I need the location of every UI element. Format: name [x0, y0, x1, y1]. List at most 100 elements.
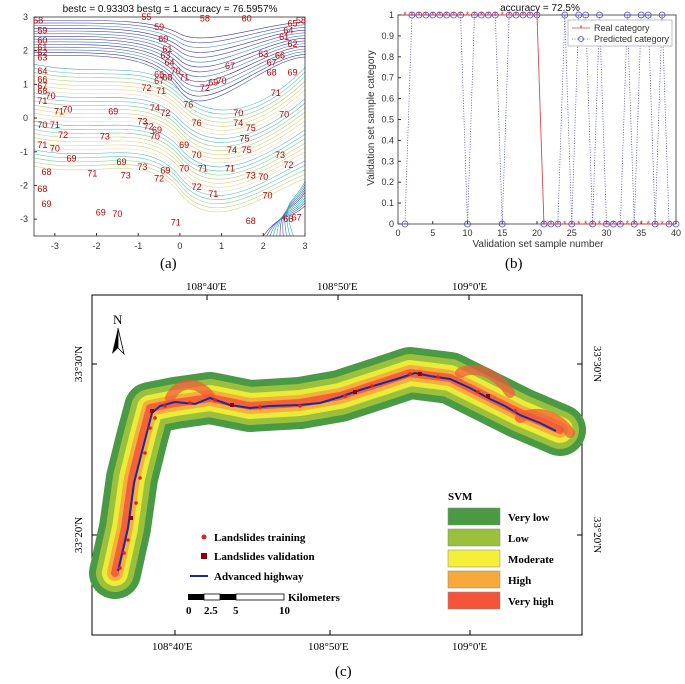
- contour-line: [33, 133, 306, 180]
- contour-level-label: 69: [179, 140, 189, 150]
- contour-level-label: 70: [179, 164, 189, 174]
- contour-level-label: 70: [279, 110, 289, 120]
- x-tick-label: -2: [93, 241, 101, 251]
- contour-level-label: 72: [192, 182, 202, 192]
- real-point: *: [521, 10, 525, 20]
- susceptibility-map: 108°40'E 108°50'E 109°0'E 108°40'E 108°5…: [73, 281, 603, 653]
- predicted-point: [505, 11, 513, 19]
- x-tick-label: 15: [497, 228, 507, 238]
- y-tick-label: -3: [20, 214, 28, 224]
- legend-predicted-marker: [578, 36, 584, 42]
- training-point: [298, 404, 302, 408]
- svm-class-swatch: [447, 591, 501, 610]
- predicted-point: [533, 11, 541, 19]
- predicted-point: [436, 11, 444, 19]
- predicted-point: [672, 220, 680, 228]
- x-tick-label: 10: [462, 228, 472, 238]
- svm-legend-title: SVM: [448, 491, 473, 503]
- contour-line: [33, 52, 306, 97]
- contour-line: [33, 100, 306, 147]
- svm-class-swatch: [447, 570, 501, 589]
- contour-line: [33, 116, 306, 164]
- predicted-point: [464, 220, 471, 228]
- contour-level-label: 70: [112, 209, 122, 219]
- plot-frame: [33, 16, 306, 237]
- real-point: *: [424, 10, 428, 20]
- y-tick-label: -2: [20, 180, 28, 190]
- contour-level-label: 69: [41, 199, 51, 209]
- contour-level-label: 66: [37, 74, 47, 84]
- contour-level-label: 71: [171, 218, 181, 228]
- predicted-point: [547, 220, 555, 228]
- y-tick-label: 0.7: [381, 73, 394, 83]
- contour-level-label: 60: [242, 14, 252, 24]
- predicted-point: [630, 220, 638, 228]
- contour-level-label: 71: [37, 140, 47, 150]
- contour-line: [33, 30, 306, 58]
- contour-level-label: 68: [37, 184, 47, 194]
- predicted-point: [401, 220, 409, 228]
- training-point: [138, 476, 142, 480]
- contour-level-label: 73: [100, 132, 110, 142]
- contour-line: [33, 96, 306, 143]
- validation-point: [150, 409, 154, 413]
- north-arrow-icon: [112, 327, 125, 356]
- contour-level-label: 67: [37, 81, 47, 91]
- svm-class-swatch: [447, 507, 501, 526]
- contour-line: [33, 92, 306, 139]
- contour-level-label: 59: [37, 25, 47, 35]
- svm-class-label: High: [508, 575, 531, 587]
- contour-level-label: 67: [225, 61, 235, 71]
- contour-level-label: 69: [108, 106, 118, 116]
- highway-legend-label: Advanced highway: [214, 571, 304, 583]
- contour-line: [33, 22, 306, 44]
- contour-line: [33, 44, 306, 82]
- real-point: *: [626, 219, 630, 229]
- y-tick-label: 0.4: [381, 135, 394, 145]
- x-tick-label: -1: [134, 241, 142, 251]
- validation-point: [418, 372, 422, 376]
- contour-level-label: 69: [152, 125, 162, 135]
- contour-line: [33, 46, 306, 87]
- x-axis-label: Validation set sample number: [473, 239, 605, 250]
- y-tick-label: 1: [389, 10, 394, 20]
- real-point: *: [417, 10, 421, 20]
- contour-level-label: 70: [171, 66, 181, 76]
- svm-class-label: Very high: [508, 596, 554, 608]
- predicted-point: [408, 11, 416, 19]
- x-tick-label: 2: [261, 241, 266, 251]
- top-lon-1: 108°40'E: [186, 281, 227, 293]
- contour-line: [33, 80, 306, 127]
- predicted-point: [610, 220, 617, 228]
- predicted-point: [665, 220, 673, 228]
- contour-level-label: 74: [233, 118, 243, 128]
- landslide-points: [118, 372, 517, 570]
- x-tick-label: 5: [430, 228, 435, 238]
- contour-line: [33, 38, 306, 73]
- contour-level-label: 71: [198, 164, 208, 174]
- predicted-point: [540, 220, 548, 228]
- contour-line: [33, 72, 306, 119]
- validation-point: [129, 516, 133, 520]
- real-point: *: [535, 10, 539, 20]
- predicted-point: [498, 220, 506, 228]
- contour-level-label: 59: [154, 22, 164, 32]
- training-point: [118, 566, 122, 570]
- predicted-point: [484, 11, 492, 19]
- contour-level-label: 71: [179, 73, 189, 83]
- top-lon-2: 108°50'E: [317, 281, 358, 293]
- caption-a: (a): [160, 256, 177, 272]
- contour-level-label: 70: [150, 132, 160, 142]
- contour-line: [33, 88, 306, 135]
- predicted-point: [589, 220, 597, 228]
- scale-tick-0: 0: [186, 605, 192, 617]
- predicted-point: [512, 11, 520, 19]
- contour-line: [33, 153, 306, 200]
- predicted-point: [561, 11, 569, 19]
- contour-line: [33, 28, 306, 53]
- training-point: [343, 394, 347, 398]
- training-point: [163, 404, 167, 408]
- contour-level-label: 71: [87, 169, 97, 179]
- contour-level-label: 66: [154, 69, 164, 79]
- training-point: [188, 401, 192, 405]
